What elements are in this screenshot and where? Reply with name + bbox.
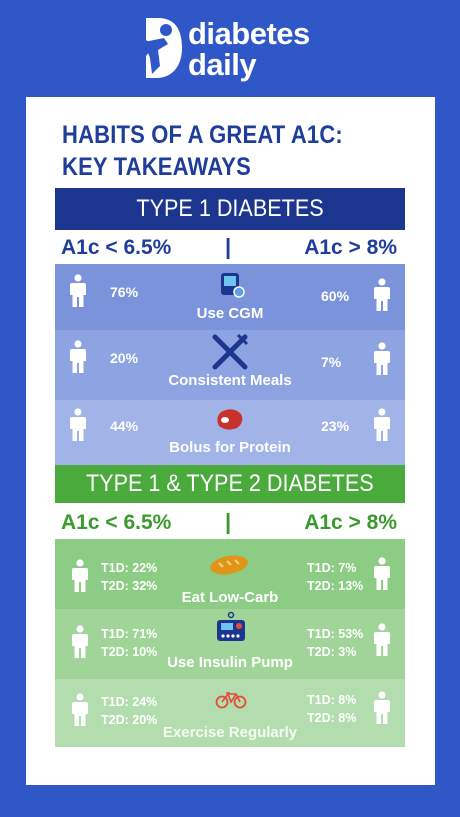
bicycle-icon [215, 692, 247, 709]
pct-low-t2d: T2D: 32% [101, 579, 158, 593]
pct-high-group: T1D: 8% T2D: 8% [307, 691, 356, 727]
pct-high-t2d: T2D: 8% [307, 711, 357, 725]
person-icon [70, 340, 86, 373]
habit-label: Exercise Regularly [162, 724, 298, 741]
title-line1: HABITS OF A GREAT A1C: [62, 121, 343, 149]
pct-high-group: T1D: 53% T2D: 3% [307, 625, 363, 661]
type1-heading-text: TYPE 1 DIABETES [136, 195, 324, 222]
person-icon [374, 342, 390, 375]
person-icon [374, 278, 390, 311]
habit-row-exercise-regularly: T1D: 24% T2D: 20% Exercise Regularly T1D… [55, 679, 405, 747]
title-line2: KEY TAKEAWAYS [62, 153, 251, 181]
pct-low-t1d: T1D: 71% [101, 627, 158, 641]
person-icon [72, 693, 88, 726]
pct-low: 20% [110, 350, 139, 366]
bread-icon [210, 555, 248, 575]
pct-high: 60% [321, 288, 350, 304]
brand-line1: diabetes [188, 16, 310, 51]
diabetes-daily-logo: diabetes daily [134, 16, 334, 86]
pct-high: 23% [321, 418, 350, 434]
person-icon [70, 408, 86, 441]
fork-knife-icon [212, 333, 249, 370]
pct-high-t2d: T2D: 3% [307, 645, 357, 659]
person-icon [374, 691, 390, 724]
person-icon [374, 623, 390, 656]
infographic-card: HABITS OF A GREAT A1C: KEY TAKEAWAYS TYP… [26, 97, 435, 785]
habit-label: Use CGM [196, 305, 264, 322]
brand-wordmark: diabetes daily [188, 18, 310, 80]
habit-row-consistent-meals: 20% Consistent Meals 7% [55, 330, 405, 400]
person-icon [374, 408, 390, 441]
steak-icon [217, 409, 243, 430]
brand-line2: daily [188, 47, 257, 82]
pct-high-t1d: T1D: 53% [307, 627, 364, 641]
person-icon [72, 559, 88, 592]
insulin-pump-icon [217, 611, 245, 641]
habit-label: Use Insulin Pump [167, 654, 293, 671]
pct-low: 44% [110, 418, 139, 434]
habit-row-eat-low-carb: T1D: 22% T2D: 32% Eat Low-Carb T1D: 7% T… [55, 539, 405, 609]
habit-label: Eat Low-Carb [181, 589, 279, 606]
pct-high-t1d: T1D: 8% [307, 693, 357, 707]
range-separator: | [225, 509, 232, 534]
habit-row-use-cgm: 76% Use CGM 60% [55, 264, 405, 330]
range-high-label: A1c > 8% [304, 511, 397, 534]
pct-high: 7% [321, 354, 342, 370]
pct-low-t2d: T2D: 20% [101, 713, 158, 727]
person-logo-icon [136, 18, 182, 78]
pct-low-group: T1D: 71% T2D: 10% [101, 625, 157, 661]
pct-low-group: T1D: 24% T2D: 20% [101, 693, 157, 729]
habit-row-use-insulin-pump: T1D: 71% T2D: 10% Use Insulin Pump T1D: … [55, 609, 405, 679]
pct-low-group: T1D: 22% T2D: 32% [101, 559, 157, 595]
type1-range-row: A1c < 6.5% | A1c > 8% [55, 234, 405, 262]
person-icon [72, 625, 88, 658]
habit-row-bolus-for-protein: 44% Bolus for Protein 23% [55, 400, 405, 465]
page-title: HABITS OF A GREAT A1C: KEY TAKEAWAYS [62, 119, 361, 183]
range-low-label: A1c < 6.5% [61, 511, 172, 534]
person-icon [374, 557, 390, 590]
person-icon [70, 274, 86, 307]
type12-heading: TYPE 1 & TYPE 2 DIABETES [55, 465, 405, 503]
range-separator: | [225, 234, 232, 259]
type12-heading-text: TYPE 1 & TYPE 2 DIABETES [86, 470, 374, 497]
range-low-label: A1c < 6.5% [61, 236, 172, 259]
type12-range-row: A1c < 6.5% | A1c > 8% [55, 509, 405, 537]
cgm-device-icon [221, 273, 245, 298]
type1-heading: TYPE 1 DIABETES [55, 188, 405, 230]
range-high-label: A1c > 8% [304, 236, 397, 259]
habit-label: Bolus for Protein [169, 439, 291, 456]
pct-high-group: T1D: 7% T2D: 13% [307, 559, 363, 595]
pct-high-t2d: T2D: 13% [307, 579, 364, 593]
pct-low-t2d: T2D: 10% [101, 645, 158, 659]
pct-low-t1d: T1D: 24% [101, 695, 158, 709]
habit-label: Consistent Meals [168, 372, 292, 389]
pct-high-t1d: T1D: 7% [307, 561, 357, 575]
pct-low-t1d: T1D: 22% [101, 561, 158, 575]
pct-low: 76% [110, 284, 139, 300]
